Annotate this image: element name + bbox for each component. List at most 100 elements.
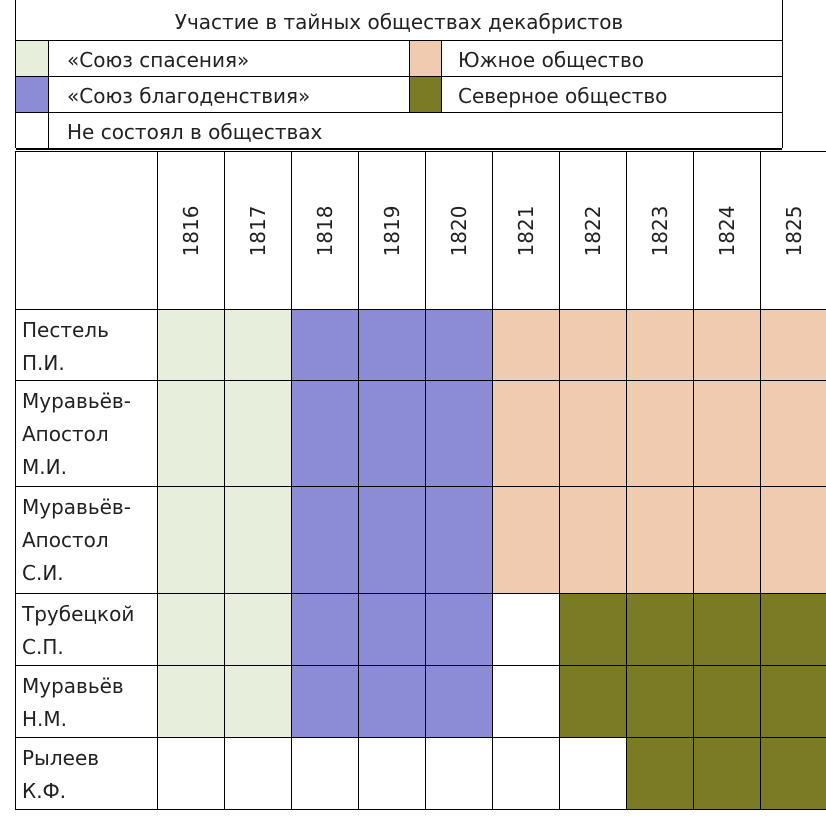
- member-name: Муравьёв- Апостол С.И.: [15, 486, 158, 594]
- member-name-line: С.П.: [22, 635, 64, 659]
- membership-cell-blago: [358, 486, 426, 594]
- membership-cell-north: [559, 665, 627, 738]
- membership-cell-north: [693, 665, 761, 738]
- membership-cell-none: [492, 593, 560, 666]
- year-label: 1823: [648, 205, 672, 256]
- membership-cell-spasenie: [157, 380, 225, 487]
- membership-cell-none: [425, 737, 493, 810]
- member-name: Рылеев К.Ф.: [15, 737, 158, 810]
- membership-cell-none: [291, 737, 359, 810]
- membership-cell-spasenie: [224, 486, 292, 594]
- table-row: Трубецкой С.П.: [15, 593, 826, 666]
- membership-cell-none: [358, 737, 426, 810]
- membership-cell-blago: [425, 380, 493, 487]
- member-name-line: С.И.: [22, 561, 64, 585]
- membership-cell-north: [760, 593, 826, 666]
- table-row: Муравьёв Н.М.: [15, 665, 826, 738]
- membership-cell-none: [157, 737, 225, 810]
- member-name: Пестель П.И.: [15, 309, 158, 381]
- legend-swatch-north: [410, 77, 442, 112]
- member-name: Трубецкой С.П.: [15, 593, 158, 666]
- membership-table: 1816 1817 1818 1819 1820 1821 1822 1823 1824 1825…: [15, 151, 826, 810]
- membership-cell-blago: [291, 593, 359, 666]
- legend-title: Участие в тайных обществах декабристов: [174, 10, 624, 34]
- membership-cell-blago: [425, 665, 493, 738]
- year-header-1816: 1816: [157, 151, 225, 310]
- membership-cell-north: [626, 593, 694, 666]
- membership-cell-south: [760, 309, 826, 381]
- membership-cell-blago: [291, 380, 359, 487]
- membership-cell-south: [492, 380, 560, 487]
- legend-row: «Союз спасения» Южное общество: [16, 40, 782, 76]
- membership-cell-blago: [291, 665, 359, 738]
- membership-cell-south: [760, 380, 826, 487]
- year-header-1825: 1825: [760, 151, 826, 310]
- membership-cell-south: [626, 486, 694, 594]
- membership-cell-blago: [358, 380, 426, 487]
- legend-label-spasenie: «Союз спасения»: [67, 48, 250, 72]
- member-name-line: Трубецкой: [22, 602, 135, 626]
- member-name-line: Рылеев: [22, 746, 100, 770]
- membership-cell-south: [693, 380, 761, 487]
- member-name-line: К.Ф.: [22, 779, 67, 803]
- membership-cell-south: [626, 309, 694, 381]
- membership-cell-north: [693, 593, 761, 666]
- legend-label-south: Южное общество: [458, 48, 644, 72]
- membership-cell-spasenie: [224, 593, 292, 666]
- year-label: 1822: [581, 205, 605, 256]
- membership-cell-south: [559, 380, 627, 487]
- membership-cell-spasenie: [157, 665, 225, 738]
- table-row: Муравьёв- Апостол С.И.: [15, 486, 826, 594]
- year-header-1821: 1821: [492, 151, 560, 310]
- membership-cell-none: [492, 665, 560, 738]
- year-label: 1821: [514, 205, 538, 256]
- year-label: 1818: [313, 205, 337, 256]
- year-label: 1820: [447, 205, 471, 256]
- membership-cell-spasenie: [157, 309, 225, 381]
- membership-cell-spasenie: [157, 593, 225, 666]
- year-label: 1819: [380, 205, 404, 256]
- year-header-1822: 1822: [559, 151, 627, 310]
- member-name: Муравьёв- Апостол М.И.: [15, 380, 158, 487]
- table-row: Муравьёв- Апостол М.И.: [15, 380, 826, 487]
- membership-cell-north: [693, 737, 761, 810]
- membership-cell-north: [626, 665, 694, 738]
- membership-cell-blago: [358, 309, 426, 381]
- year-header-1819: 1819: [358, 151, 426, 310]
- year-header-1823: 1823: [626, 151, 694, 310]
- membership-cell-north: [626, 737, 694, 810]
- member-name-line: Н.М.: [22, 707, 68, 731]
- membership-cell-south: [760, 486, 826, 594]
- year-label: 1816: [179, 205, 203, 256]
- membership-cell-spasenie: [224, 665, 292, 738]
- membership-cell-blago: [291, 309, 359, 381]
- legend-swatch-none: [16, 113, 49, 148]
- membership-cell-blago: [425, 486, 493, 594]
- table-body: Пестель П.И. Муравьёв- Апостол М.И. Муравьёв-…: [15, 309, 826, 810]
- legend-label-none: Не состоял в обществах: [67, 120, 323, 144]
- member-name-line: М.И.: [22, 455, 67, 479]
- legend-row: Не состоял в обществах: [16, 112, 782, 150]
- membership-cell-south: [693, 309, 761, 381]
- legend-label-north: Северное общество: [458, 84, 668, 108]
- member-name-line: Муравьёв-: [22, 495, 131, 519]
- year-label: 1817: [246, 205, 270, 256]
- membership-cell-north: [760, 665, 826, 738]
- membership-cell-north: [559, 593, 627, 666]
- member-name-line: Апостол: [22, 528, 109, 552]
- year-label: 1824: [715, 205, 739, 256]
- year-header-1818: 1818: [291, 151, 359, 310]
- membership-cell-south: [492, 309, 560, 381]
- membership-cell-spasenie: [224, 380, 292, 487]
- year-header-1817: 1817: [224, 151, 292, 310]
- membership-cell-south: [693, 486, 761, 594]
- membership-cell-none: [492, 737, 560, 810]
- legend: Участие в тайных обществах декабристов «…: [15, 0, 783, 150]
- membership-cell-blago: [425, 309, 493, 381]
- membership-cell-none: [559, 737, 627, 810]
- corner-cell: [15, 151, 158, 310]
- legend-label-blago: «Союз благоденствия»: [67, 84, 311, 108]
- membership-cell-south: [626, 380, 694, 487]
- membership-cell-north: [760, 737, 826, 810]
- membership-cell-none: [224, 737, 292, 810]
